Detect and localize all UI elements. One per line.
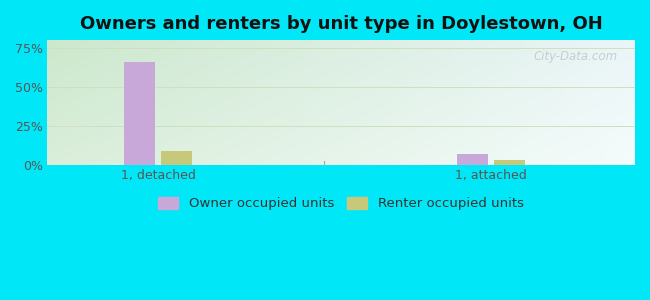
Bar (494, 160, 525, 165)
Legend: Owner occupied units, Renter occupied units: Owner occupied units, Renter occupied un… (159, 197, 524, 210)
Text: City-Data.com: City-Data.com (533, 50, 618, 63)
Bar (457, 154, 488, 165)
Title: Owners and renters by unit type in Doylestown, OH: Owners and renters by unit type in Doyle… (80, 15, 603, 33)
Bar (161, 151, 192, 165)
Bar (124, 62, 155, 165)
